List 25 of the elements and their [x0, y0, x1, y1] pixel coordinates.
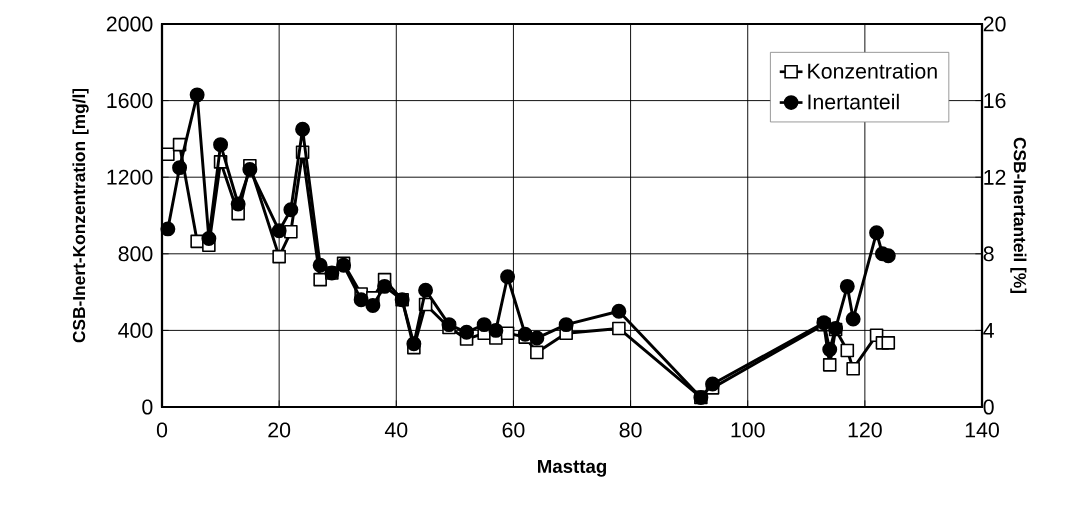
y-axis-title: CSB-Inert-Konzentration [mg/l]: [72, 88, 89, 343]
y-tick-label: 2000: [106, 16, 153, 32]
y2-tick-label: 20: [983, 16, 1006, 32]
y2-tick-label: 0: [983, 399, 994, 415]
y2-tick-label: 16: [984, 93, 1006, 109]
y-tick-label: 1600: [107, 93, 153, 109]
x-tick-label: 120: [848, 422, 882, 438]
x-tick-label: 0: [156, 422, 168, 438]
y-tick-label: 800: [118, 246, 153, 262]
x-tick-label: 40: [384, 422, 408, 438]
legend-label: Konzentration: [808, 63, 937, 79]
y2-tick-label: 4: [983, 323, 994, 338]
y-tick-label: 1200: [107, 169, 153, 185]
legend-label: Inertanteil: [808, 93, 899, 110]
y2-tick-label: 12: [984, 169, 1006, 185]
y-tick-label: 400: [118, 322, 153, 338]
x-tick-label: 80: [619, 422, 642, 438]
x-tick-label: 20: [268, 422, 291, 438]
x-tick-label: 60: [502, 422, 525, 438]
x-tick-label: 140: [965, 422, 999, 438]
x-axis-title: Masttag: [538, 459, 607, 477]
y-tick-label: 0: [142, 399, 153, 415]
y2-axis-title: CSB-Inertanteil [%]: [1010, 137, 1027, 293]
x-tick-label: 100: [731, 422, 765, 438]
y2-tick-label: 8: [983, 246, 994, 262]
